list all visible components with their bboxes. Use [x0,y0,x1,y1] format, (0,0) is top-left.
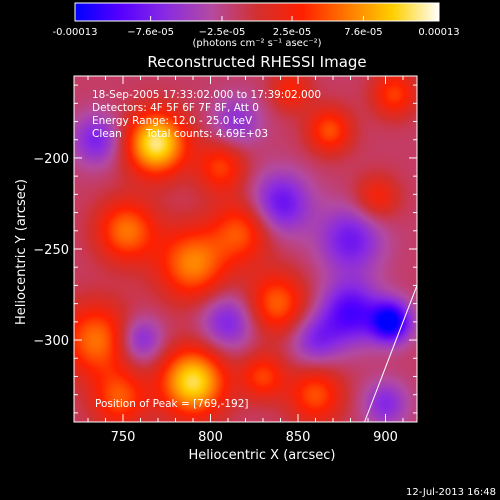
annotation-detectors: Detectors: 4F 5F 6F 7F 8F, Att 0 [92,102,259,114]
heatmap-image [74,76,417,422]
y-tick-label: −200 [33,152,69,167]
x-tick-label: 850 [286,430,311,445]
y-tick-label: −250 [33,243,69,258]
y-axis-label: Heliocentric Y (arcsec) [14,179,29,325]
annotation-peak-position: Position of Peak = [769,-192] [95,398,249,410]
y-axis-ticks: −200 −250 −300 [33,84,417,414]
annotation-total-counts: Total counts: 4.69E+03 [145,128,268,140]
colorbar-tick-label: 7.6e-05 [344,27,382,38]
x-axis-ticks: 750 800 850 900 [87,76,404,445]
y-tick-label: −300 [33,334,69,349]
limb-line [364,285,417,422]
annotation-time-range: 18-Sep-2005 17:33:02.000 to 17:39:02.000 [92,89,321,101]
colorbar-tick-label: −7.6e-05 [127,27,174,38]
colorbar [74,2,440,22]
x-tick-label: 900 [373,430,398,445]
annotation-energy-range: Energy Range: 12.0 - 25.0 keV [92,115,253,127]
chart-title: Reconstructed RHESSI Image [147,53,366,71]
colorbar-unit-label: (photons cm⁻² s⁻¹ asec⁻²) [192,38,321,49]
colorbar-tick-label: 0.00013 [418,27,459,38]
colorbar-tick-label: -0.00013 [53,27,98,38]
annotation-method: Clean [92,128,122,140]
colorbar-tick-label: −2.5e-05 [199,27,246,38]
colorbar-ticks: -0.00013 −7.6e-05 −2.5e-05 2.5e-05 7.6e-05 0.… [53,16,460,38]
x-axis-label: Heliocentric X (arcsec) [189,448,336,463]
timestamp: 12-Jul-2013 16:48 [406,487,496,498]
x-tick-label: 750 [111,430,136,445]
colorbar-tick-label: 2.5e-05 [273,27,311,38]
x-tick-label: 800 [198,430,223,445]
